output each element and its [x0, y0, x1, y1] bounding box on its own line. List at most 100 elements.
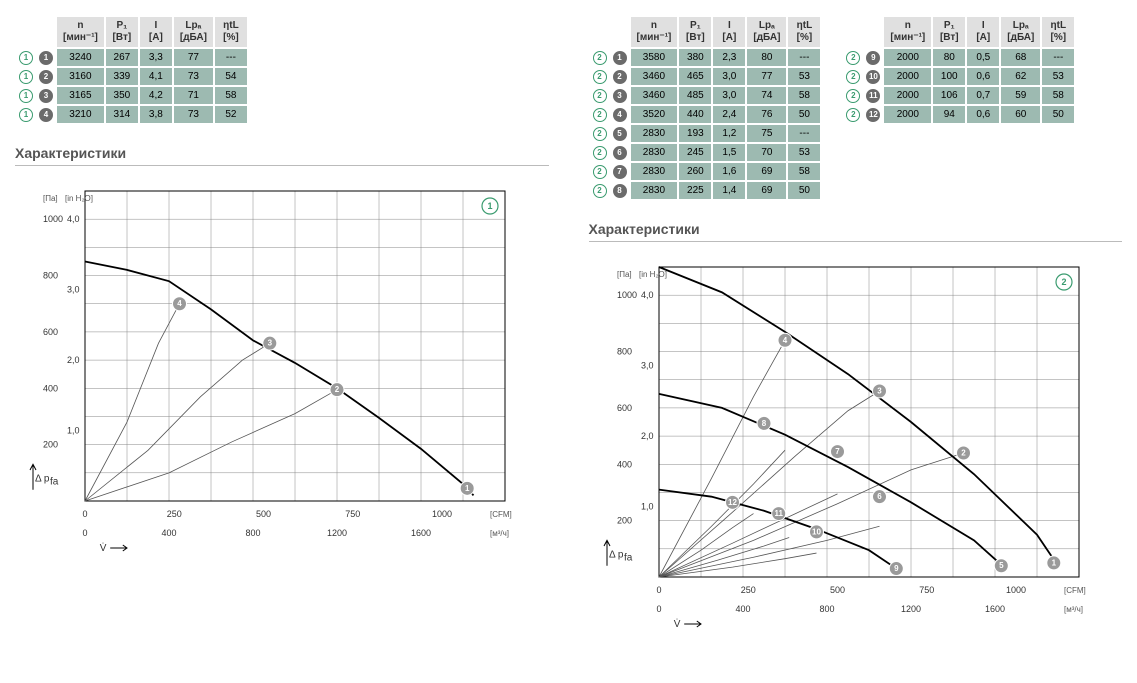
col-eta: ηtL[%]: [1042, 17, 1074, 47]
cell-n: 3460: [631, 87, 678, 104]
svg-text:3: 3: [877, 387, 882, 396]
table-row: 1432103143,87352: [17, 106, 247, 123]
svg-text:fa: fa: [624, 552, 633, 563]
cell-lpa: 75: [747, 125, 786, 142]
svg-text:800: 800: [245, 528, 260, 538]
svg-text:Δ p: Δ p: [609, 549, 624, 560]
row-index-badge: 4: [39, 108, 53, 122]
svg-text:4,0: 4,0: [641, 290, 654, 300]
cell-p1: 339: [106, 68, 138, 85]
svg-text:1000: 1000: [432, 509, 452, 519]
group-badge: 2: [593, 108, 607, 122]
svg-text:1,0: 1,0: [641, 502, 654, 512]
cell-p1: 193: [679, 125, 711, 142]
svg-text:10: 10: [812, 527, 821, 536]
table-row: 2135803802,380---: [591, 49, 821, 66]
svg-text:400: 400: [617, 459, 632, 469]
svg-text:1000: 1000: [43, 214, 63, 224]
col-i: I[А]: [713, 17, 745, 47]
cell-eta: 50: [1042, 106, 1074, 123]
svg-text:500: 500: [829, 585, 844, 595]
group-badge: 2: [593, 146, 607, 160]
chart-2: 20040060080010001,02,03,04,0[Па][in H₂O]…: [589, 252, 1099, 637]
svg-text:1: 1: [487, 201, 492, 211]
cell-i: 2,3: [713, 49, 745, 66]
cell-eta: 58: [788, 163, 820, 180]
svg-text:0: 0: [656, 604, 661, 614]
cell-n: 2000: [884, 49, 931, 66]
cell-lpa: 59: [1001, 87, 1040, 104]
cell-lpa: 77: [174, 49, 213, 66]
svg-text:5: 5: [999, 561, 1004, 570]
svg-text:V̇: V̇: [100, 541, 107, 554]
group-badge: 2: [593, 89, 607, 103]
table-row: 2628302451,57053: [591, 144, 821, 161]
svg-text:750: 750: [345, 509, 360, 519]
cell-lpa: 69: [747, 182, 786, 199]
cell-eta: 53: [788, 68, 820, 85]
cell-lpa: 73: [174, 106, 213, 123]
cell-p1: 106: [933, 87, 965, 104]
cell-p1: 94: [933, 106, 965, 123]
chart-2-wrap: 20040060080010001,02,03,04,0[Па][in H₂O]…: [589, 252, 1123, 640]
col-n: n[мин⁻¹]: [57, 17, 104, 47]
table-row: 292000800,568---: [844, 49, 1074, 66]
svg-text:250: 250: [740, 585, 755, 595]
cell-n: 3160: [57, 68, 104, 85]
svg-text:[м³/ч]: [м³/ч]: [1064, 605, 1083, 614]
group-badge: 2: [846, 108, 860, 122]
col-n: n[мин⁻¹]: [631, 17, 678, 47]
svg-text:750: 750: [919, 585, 934, 595]
svg-text:3,0: 3,0: [67, 285, 80, 295]
cell-lpa: 80: [747, 49, 786, 66]
svg-text:0: 0: [656, 585, 661, 595]
cell-eta: ---: [1042, 49, 1074, 66]
col-lpa: Lpₐ[дБА]: [1001, 17, 1040, 47]
svg-text:1: 1: [1051, 558, 1056, 567]
group-badge: 1: [19, 51, 33, 65]
svg-text:[in H₂O]: [in H₂O]: [639, 270, 667, 279]
table-row: 2435204402,47650: [591, 106, 821, 123]
table-row: 1231603394,17354: [17, 68, 247, 85]
svg-text:600: 600: [43, 327, 58, 337]
data-table-1: n[мин⁻¹]P₁[Вт]I[А]Lpₐ[дБА]ηtL[%]11324026…: [15, 15, 249, 125]
svg-text:1,0: 1,0: [67, 426, 80, 436]
group-badge: 2: [846, 51, 860, 65]
svg-text:[м³/ч]: [м³/ч]: [490, 529, 509, 538]
group-badge: 2: [593, 165, 607, 179]
table-row: 2528301931,275---: [591, 125, 821, 142]
cell-n: 2000: [884, 87, 931, 104]
cell-eta: ---: [215, 49, 247, 66]
cell-i: 4,1: [140, 68, 172, 85]
group-badge: 2: [593, 127, 607, 141]
svg-text:3: 3: [268, 339, 273, 348]
cell-eta: 58: [215, 87, 247, 104]
row-index-badge: 10: [866, 70, 880, 84]
cell-p1: 80: [933, 49, 965, 66]
cell-eta: ---: [788, 125, 820, 142]
cell-lpa: 77: [747, 68, 786, 85]
svg-text:200: 200: [617, 516, 632, 526]
svg-text:2: 2: [1061, 277, 1066, 287]
cell-p1: 380: [679, 49, 711, 66]
svg-text:400: 400: [43, 383, 58, 393]
chart-1-wrap: 20040060080010001,02,03,04,0[Па][in H₂O]…: [15, 176, 549, 564]
cell-lpa: 69: [747, 163, 786, 180]
svg-text:2,0: 2,0: [67, 355, 80, 365]
svg-text:Δ p: Δ p: [35, 473, 50, 484]
svg-text:600: 600: [617, 403, 632, 413]
svg-text:1200: 1200: [900, 604, 920, 614]
cell-n: 2830: [631, 182, 678, 199]
row-index-badge: 8: [613, 184, 627, 198]
cell-i: 1,4: [713, 182, 745, 199]
cell-i: 4,2: [140, 87, 172, 104]
svg-text:1600: 1600: [411, 528, 431, 538]
cell-lpa: 70: [747, 144, 786, 161]
cell-p1: 260: [679, 163, 711, 180]
row-index-badge: 2: [613, 70, 627, 84]
table-row: 2334604853,07458: [591, 87, 821, 104]
table-row: 2828302251,46950: [591, 182, 821, 199]
table-row: 2122000940,66050: [844, 106, 1074, 123]
group-badge: 1: [19, 70, 33, 84]
cell-eta: 58: [1042, 87, 1074, 104]
